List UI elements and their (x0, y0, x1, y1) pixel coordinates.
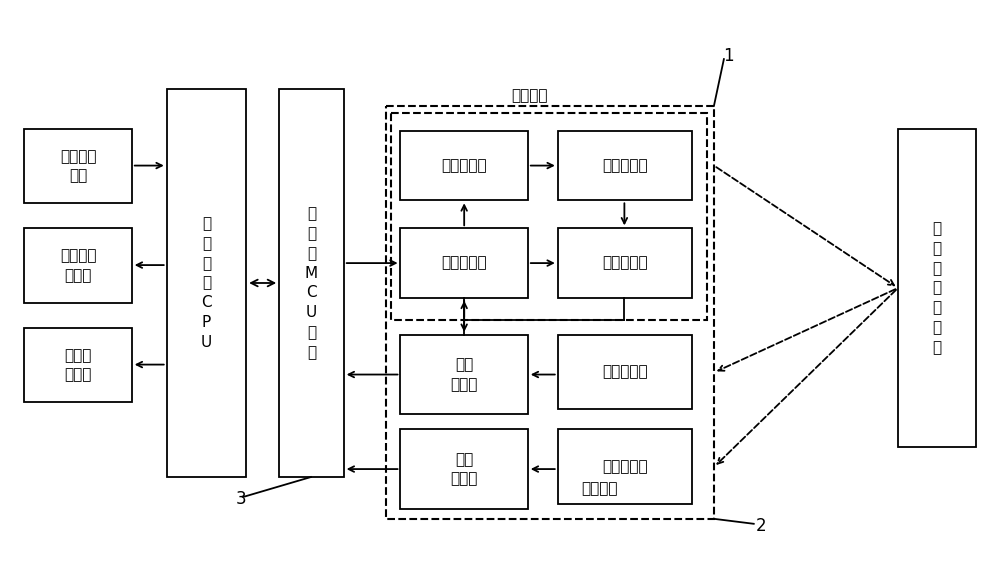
Bar (558, 335, 692, 409)
Bar (24, 129, 132, 203)
Text: 手机倾角
数据: 手机倾角 数据 (60, 149, 96, 183)
Bar (400, 429, 528, 509)
Text: 红外接收器: 红外接收器 (602, 459, 648, 474)
Text: 频率合成器: 频率合成器 (441, 256, 487, 270)
Bar (391, 113, 707, 320)
Text: 控
制
器
M
C
U
模
块: 控 制 器 M C U 模 块 (305, 206, 318, 360)
Text: 路
面
各
种
障
碍
物: 路 面 各 种 障 碍 物 (932, 221, 941, 355)
Text: 发射模块: 发射模块 (512, 88, 548, 103)
Bar (558, 228, 692, 298)
Text: 3: 3 (236, 490, 247, 508)
Text: 开启主
摄像头: 开启主 摄像头 (64, 348, 92, 383)
Text: 激光接收器: 激光接收器 (602, 365, 648, 379)
Text: 移
动
终
端
C
P
U: 移 动 终 端 C P U (201, 216, 212, 350)
Text: 1: 1 (724, 47, 734, 65)
Bar (400, 335, 528, 414)
Bar (24, 328, 132, 402)
Text: 激光基准器: 激光基准器 (602, 256, 648, 270)
Text: 2: 2 (755, 517, 766, 535)
Text: 调制驱动器: 调制驱动器 (441, 158, 487, 173)
Bar (898, 129, 976, 447)
Bar (558, 429, 692, 504)
Bar (558, 131, 692, 201)
Bar (386, 106, 714, 519)
Text: 接收模块: 接收模块 (581, 482, 618, 496)
Bar (24, 228, 132, 303)
Text: 滤波
放大器: 滤波 放大器 (450, 357, 478, 392)
Bar (167, 89, 246, 477)
Bar (400, 228, 528, 298)
Bar (400, 131, 528, 201)
Text: 滤波
放大器: 滤波 放大器 (450, 452, 478, 487)
Bar (279, 89, 344, 477)
Text: 激光发射器: 激光发射器 (602, 158, 648, 173)
Text: 手机语音
数据段: 手机语音 数据段 (60, 248, 96, 283)
